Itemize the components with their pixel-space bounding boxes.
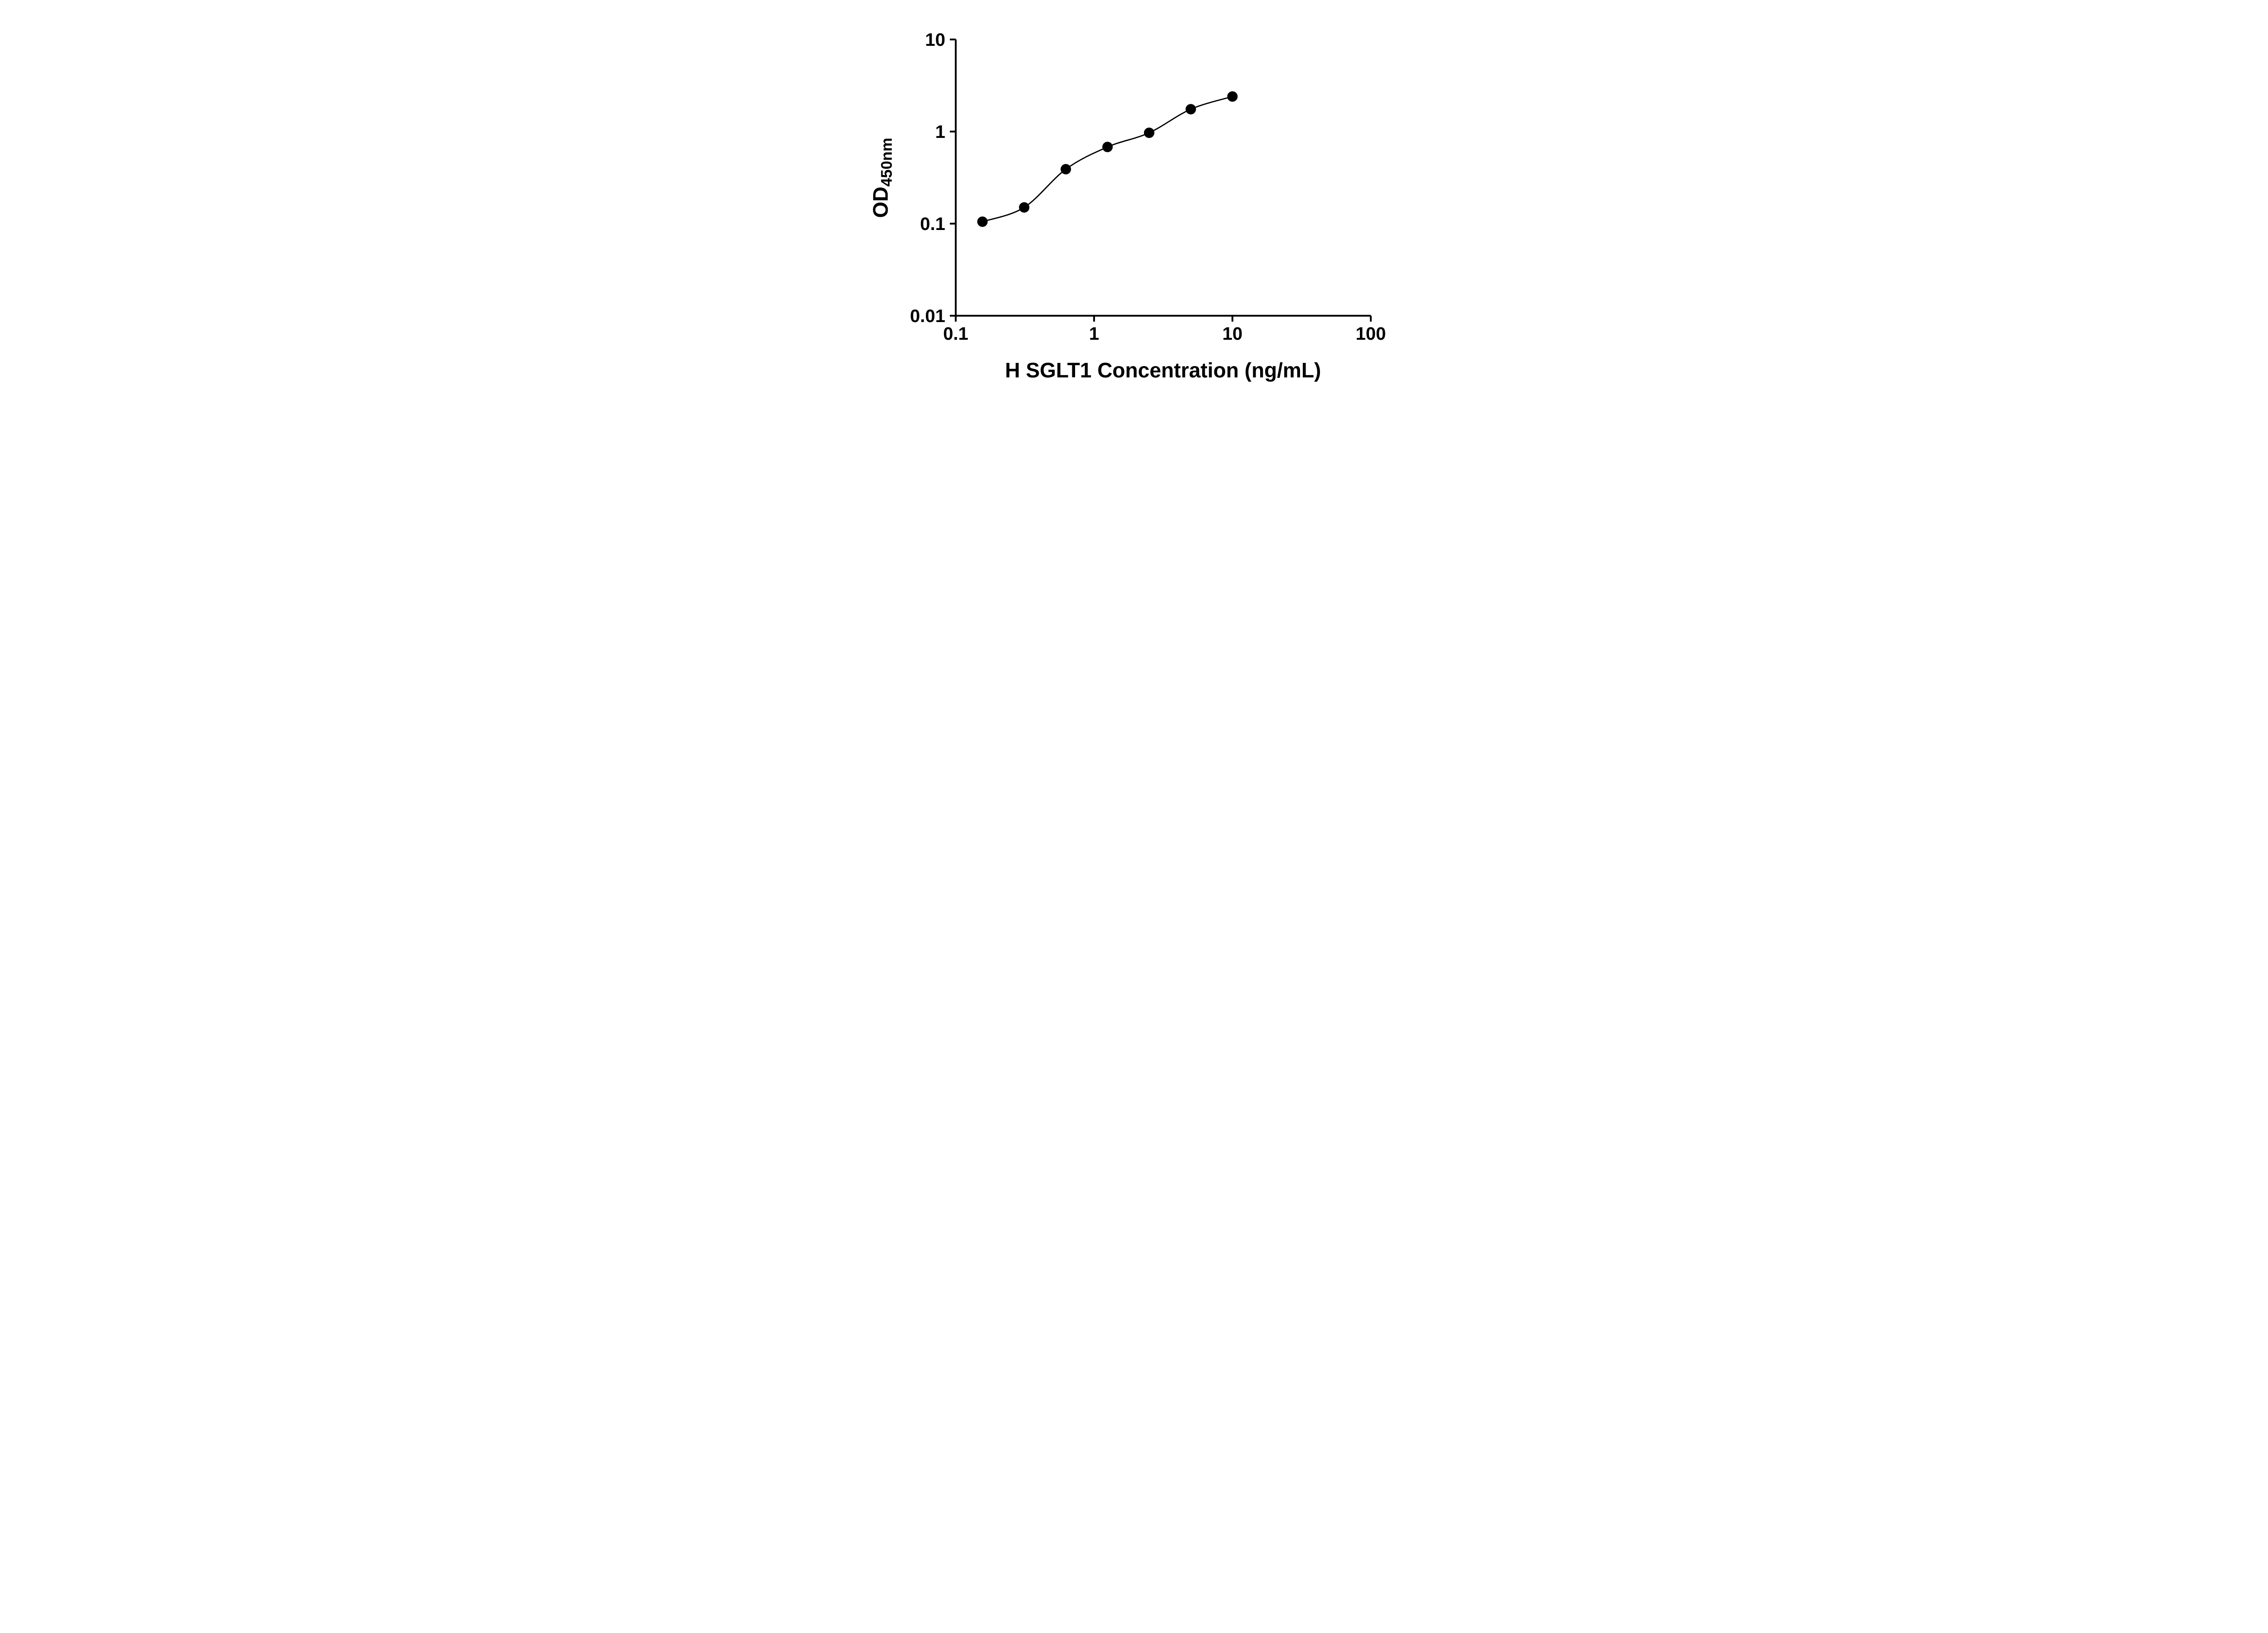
data-point: [977, 216, 988, 227]
y-axis-title-main: OD: [869, 186, 892, 218]
x-axis-tick-label: 1: [1089, 324, 1099, 344]
y-axis-tick-label: 1: [935, 122, 945, 142]
y-axis-tick-label: 0.01: [910, 306, 945, 326]
data-point: [1019, 202, 1030, 213]
x-axis-tick-label: 100: [1356, 324, 1386, 344]
x-axis-tick-label: 0.1: [943, 324, 968, 344]
axes-frame: [955, 39, 1371, 317]
data-point: [1227, 91, 1238, 102]
y-axis-title: OD450nm: [869, 138, 895, 218]
data-point: [1144, 127, 1154, 138]
data-point: [1061, 164, 1071, 175]
y-axis-title-subscript: 450nm: [878, 138, 895, 187]
y-axis-tick-label: 0.1: [920, 214, 945, 234]
elisa-standard-curve-figure: 0.1 1 10 100 0.01 0.1 1 10 H SGLT1 Concentratio…: [842, 0, 1426, 408]
data-point: [1102, 142, 1113, 152]
fit-curve: [982, 96, 1233, 223]
y-axis-tick-label: 10: [925, 30, 946, 50]
data-point: [1185, 104, 1196, 115]
x-axis-tick-label: 10: [1222, 324, 1243, 344]
x-axis-title: H SGLT1 Concentration (ng/mL): [1005, 358, 1321, 382]
